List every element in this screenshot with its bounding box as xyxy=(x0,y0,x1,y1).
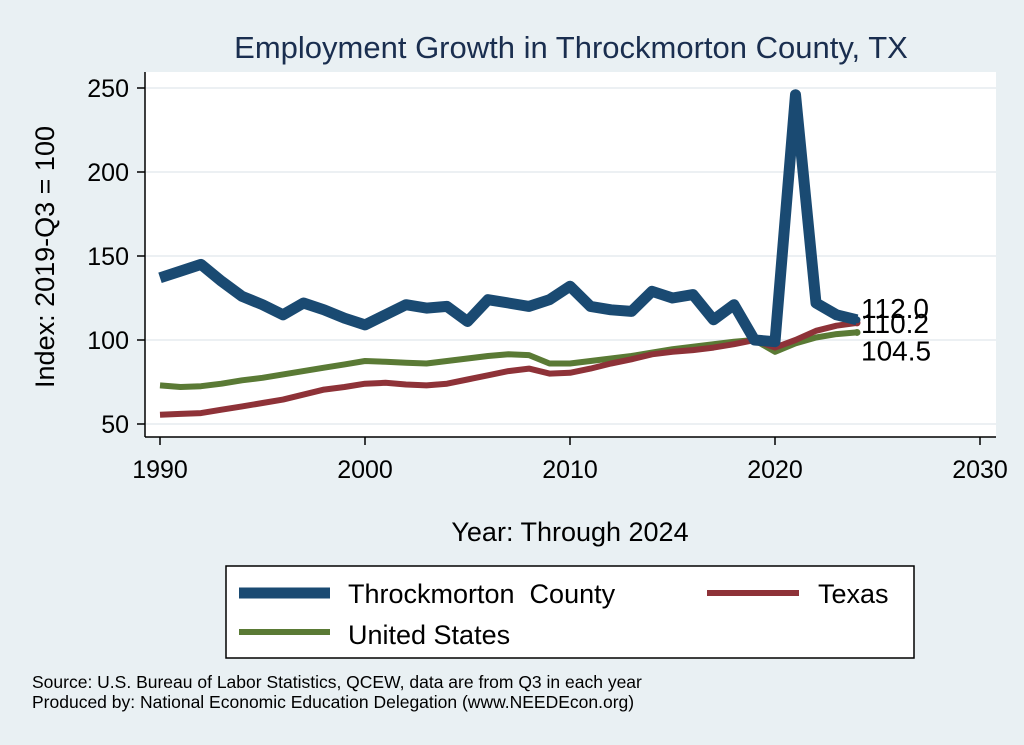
series-line-throckmorton xyxy=(158,89,859,348)
x-tick-label-1990: 1990 xyxy=(132,456,188,484)
legend: Throckmorton County Texas United States xyxy=(225,565,915,659)
series-lines xyxy=(158,89,861,418)
plot-area xyxy=(145,72,996,437)
y-tick-label-150: 150 xyxy=(87,243,129,271)
y-tick-label-100: 100 xyxy=(87,327,129,355)
source-note: Source: U.S. Bureau of Labor Statistics,… xyxy=(32,672,642,692)
y-tick-label-250: 250 xyxy=(87,75,129,103)
legend-label-throckmorton: Throckmorton County xyxy=(348,579,616,609)
x-tick-label-2010: 2010 xyxy=(542,456,598,484)
produced-by-note: Produced by: National Economic Education… xyxy=(32,692,635,712)
x-tick-label-2030: 2030 xyxy=(952,456,1008,484)
legend-label-united-states: United States xyxy=(348,620,510,650)
series-end-point-united-states xyxy=(853,328,861,336)
tick-labels: 50 100 150 200 250 1990 2000 2010 2020 2030 xyxy=(87,75,1008,484)
x-axis-title: Year: Through 2024 xyxy=(451,517,688,547)
series-end-point-throckmorton xyxy=(853,316,861,324)
legend-label-texas: Texas xyxy=(818,579,889,609)
end-label-united-states: 104.5 xyxy=(861,335,931,366)
axes xyxy=(137,72,996,445)
end-label-throckmorton: 112.0 xyxy=(861,293,929,324)
end-label-texas: 110.2 xyxy=(861,308,929,339)
x-tick-label-2020: 2020 xyxy=(747,456,803,484)
y-tick-label-200: 200 xyxy=(87,159,129,187)
y-tick-label-50: 50 xyxy=(101,411,129,439)
series-line-texas xyxy=(159,319,858,418)
chart-title: Employment Growth in Throckmorton County… xyxy=(234,30,908,65)
x-tick-label-2000: 2000 xyxy=(337,456,393,484)
y-axis-title: Index: 2019-Q3 = 100 xyxy=(30,126,60,388)
legend-box xyxy=(225,565,915,659)
gridlines xyxy=(146,87,996,425)
